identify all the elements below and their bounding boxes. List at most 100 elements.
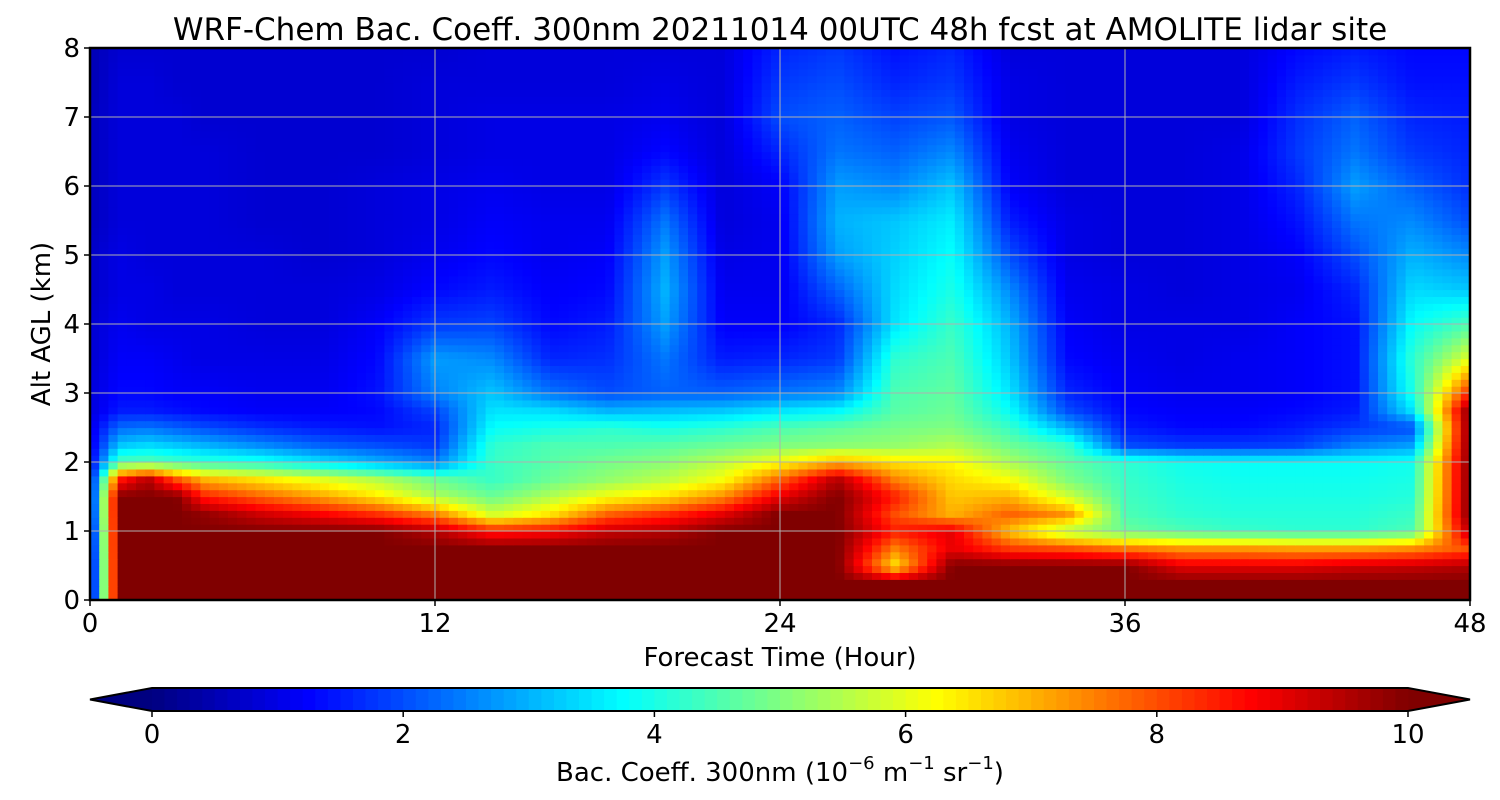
heatmap-cell — [761, 558, 772, 567]
heatmap-cell — [172, 524, 183, 532]
heatmap-cell — [761, 524, 772, 532]
heatmap-cell — [540, 524, 551, 532]
heatmap-cell — [1056, 537, 1066, 546]
heatmap-cell — [577, 503, 588, 511]
heatmap-cell — [237, 579, 247, 587]
heatmap-cell — [1111, 420, 1121, 429]
heatmap-cell — [513, 434, 523, 442]
heatmap-cell — [504, 365, 514, 373]
heatmap-cell — [752, 372, 763, 380]
heatmap-cell — [568, 399, 579, 408]
heatmap-cell — [99, 406, 109, 415]
heatmap-cell — [540, 510, 551, 518]
heatmap-cell — [393, 441, 404, 449]
heatmap-cell — [734, 586, 744, 594]
heatmap-cell — [697, 524, 707, 532]
heatmap-cell — [1442, 455, 1453, 463]
heatmap-cell — [1074, 489, 1085, 498]
heatmap-cell — [642, 531, 652, 539]
heatmap-cell — [1148, 496, 1158, 504]
heatmap-cell — [743, 551, 753, 560]
heatmap-cell — [1221, 434, 1232, 442]
heatmap-cell — [117, 372, 128, 380]
heatmap-cell — [1405, 489, 1416, 498]
heatmap-cell — [154, 531, 165, 539]
heatmap-cell — [734, 462, 744, 470]
heatmap-cell — [1019, 489, 1029, 498]
heatmap-cell — [448, 482, 459, 491]
heatmap-cell — [274, 386, 284, 394]
heatmap-cell — [310, 379, 321, 387]
heatmap-cell — [1102, 531, 1112, 539]
heatmap-cell — [1010, 448, 1020, 456]
heatmap-cell — [1000, 531, 1011, 539]
heatmap-cell — [1350, 468, 1361, 477]
heatmap-cell — [200, 517, 211, 525]
heatmap-cell — [1028, 517, 1039, 525]
heatmap-cell — [568, 372, 579, 380]
heatmap-cell — [283, 475, 293, 484]
heatmap-cell — [1424, 572, 1434, 580]
heatmap-cell — [724, 406, 735, 415]
heatmap-cell — [485, 572, 496, 580]
heatmap-cell — [402, 420, 413, 429]
heatmap-cell — [1341, 468, 1351, 477]
heatmap-cell — [807, 372, 818, 380]
heatmap-cell — [1332, 468, 1342, 477]
heatmap-cell — [1129, 503, 1140, 511]
heatmap-cell — [991, 565, 1002, 573]
heatmap-cell — [881, 462, 891, 470]
heatmap-cell — [991, 399, 1002, 408]
heatmap-cell — [1010, 551, 1020, 560]
heatmap-cell — [761, 593, 772, 600]
heatmap-cell — [1424, 420, 1434, 429]
heatmap-cell — [356, 586, 367, 594]
heatmap-cell — [881, 482, 891, 491]
heatmap-cell — [596, 489, 606, 498]
heatmap-cell — [642, 386, 652, 394]
heatmap-cell — [770, 489, 781, 498]
heatmap-cell — [504, 544, 514, 553]
heatmap-cell — [292, 489, 303, 498]
heatmap-cell — [1065, 379, 1075, 387]
heatmap-cell — [954, 448, 965, 456]
heatmap-cell — [890, 386, 901, 394]
heatmap-cell — [448, 524, 459, 532]
heatmap-cell — [366, 579, 376, 587]
heatmap-cell — [1010, 406, 1020, 415]
heatmap-cell — [678, 482, 689, 491]
heatmap-cell — [1175, 593, 1186, 600]
heatmap-cell — [623, 441, 634, 449]
heatmap-cell — [375, 551, 385, 560]
heatmap-cell — [605, 393, 615, 401]
heatmap-cell — [1424, 544, 1434, 553]
heatmap-cell — [596, 517, 606, 525]
heatmap-cell — [136, 393, 146, 401]
heatmap-cell — [890, 420, 901, 429]
heatmap-cell — [274, 572, 284, 580]
heatmap-cell — [706, 406, 717, 415]
heatmap-cell — [366, 558, 376, 567]
heatmap-cell — [283, 558, 293, 567]
heatmap-cell — [246, 503, 257, 511]
heatmap-cell — [734, 441, 744, 449]
heatmap-cell — [908, 524, 919, 532]
heatmap-cell — [752, 462, 763, 470]
heatmap-cell — [439, 510, 450, 518]
heatmap-cell — [1221, 558, 1232, 567]
heatmap-cell — [614, 544, 625, 553]
heatmap-cell — [586, 434, 597, 442]
heatmap-cell — [320, 489, 330, 498]
heatmap-cell — [1157, 586, 1167, 594]
heatmap-cell — [1166, 468, 1177, 477]
heatmap-cell — [1046, 434, 1057, 442]
heatmap-cell — [651, 572, 661, 580]
heatmap-cell — [522, 496, 533, 504]
heatmap-cell — [890, 489, 901, 498]
heatmap-cell — [623, 462, 634, 470]
heatmap-cell — [1341, 455, 1351, 463]
heatmap-cell — [835, 462, 845, 470]
heatmap-cell — [1083, 475, 1094, 484]
heatmap-cell — [237, 531, 247, 539]
heatmap-cell — [1175, 413, 1186, 422]
